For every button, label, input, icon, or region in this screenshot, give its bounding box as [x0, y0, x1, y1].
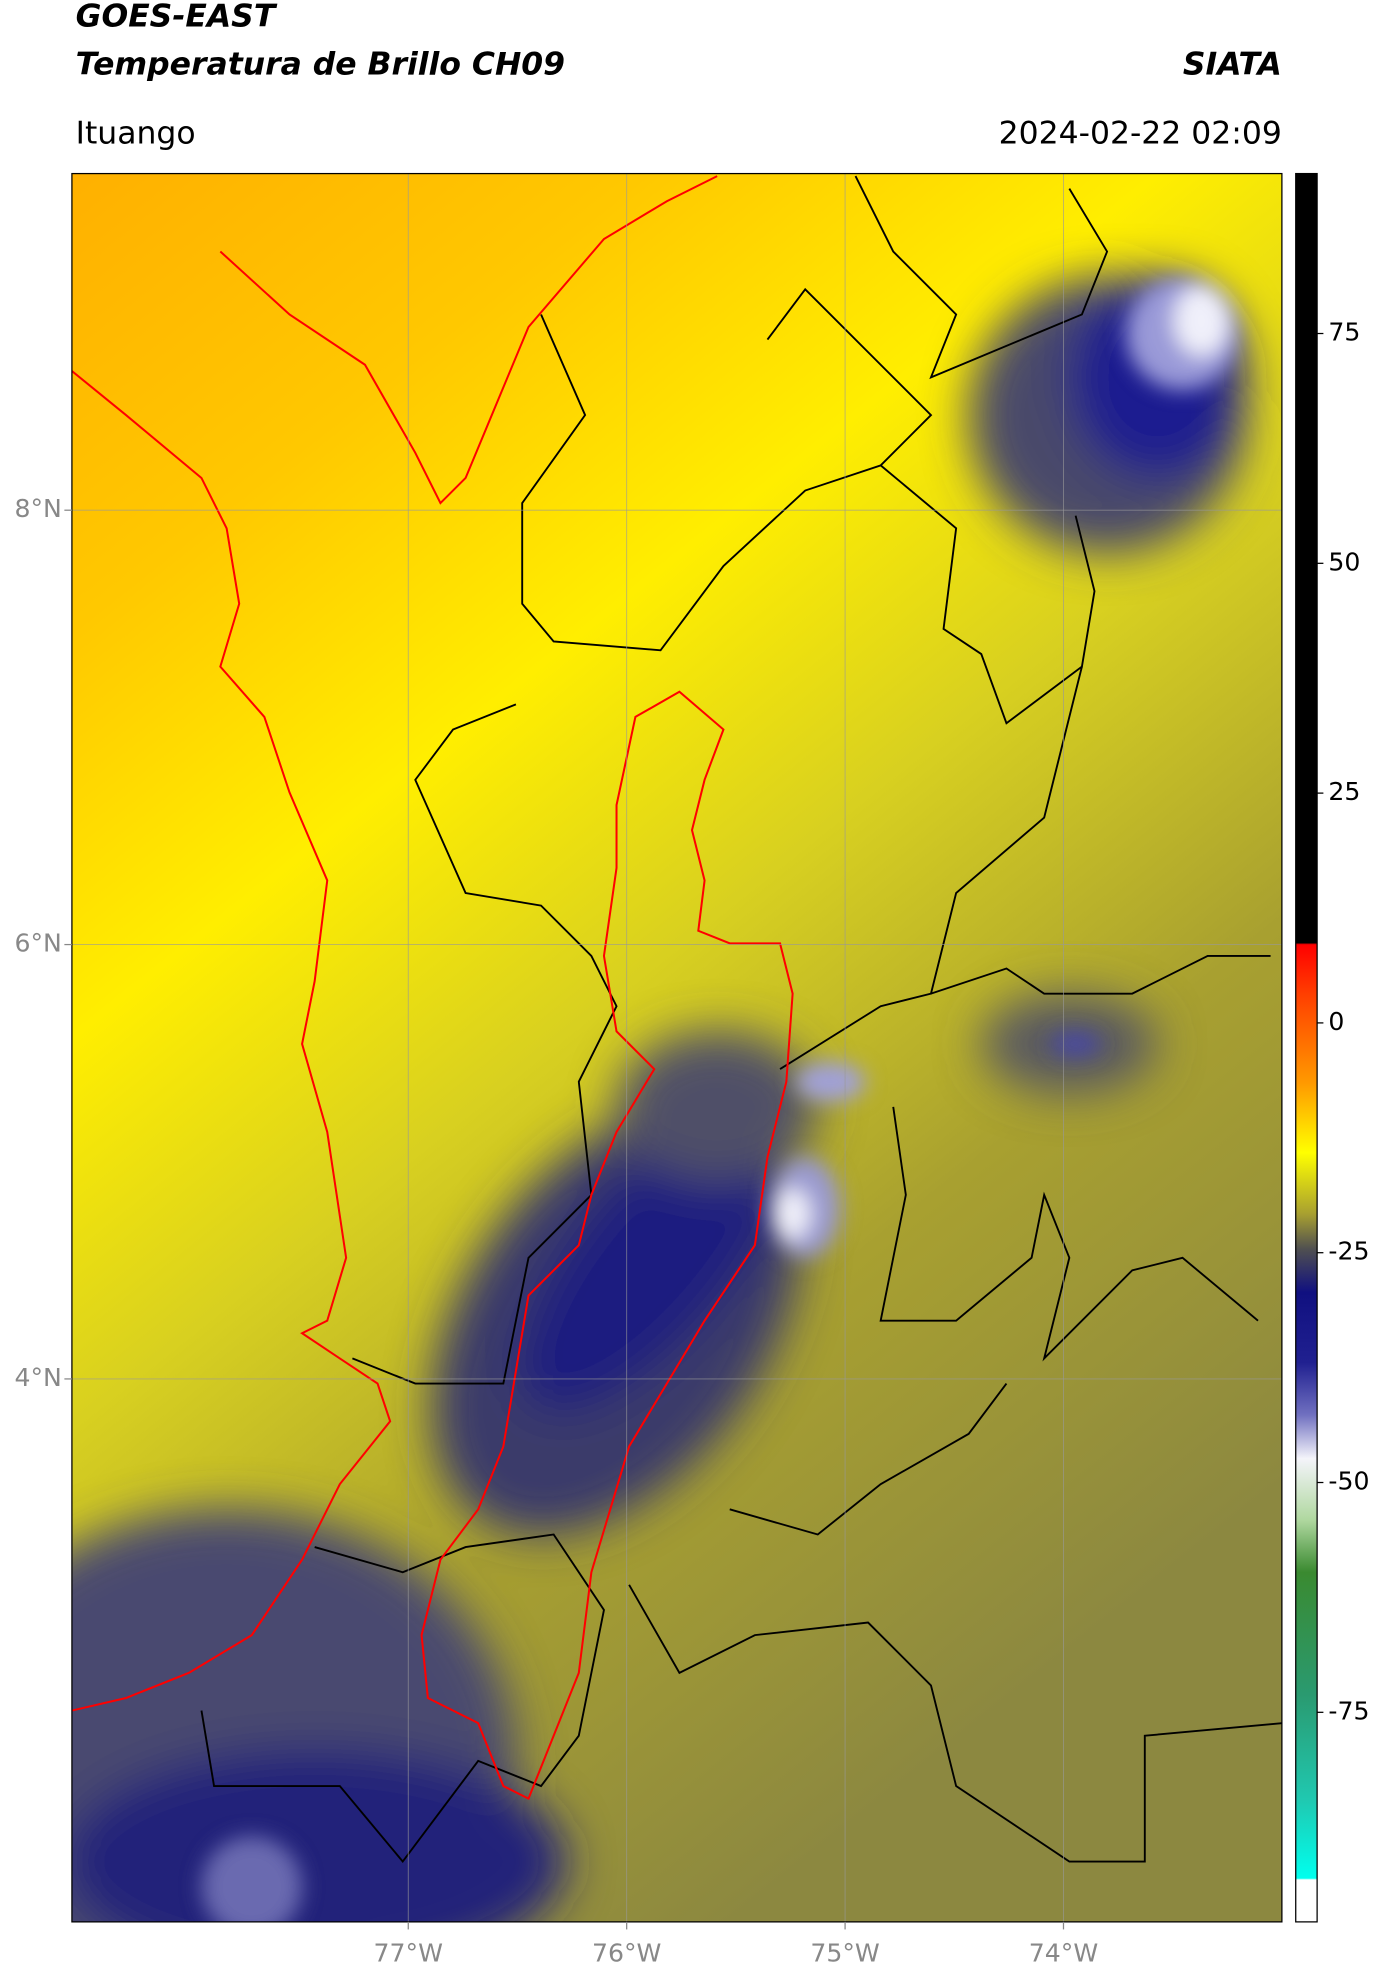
- coastline-and-basin: [71, 175, 794, 1801]
- satellite-image: [71, 173, 1282, 1922]
- y-tick-label: 8°N: [14, 494, 61, 523]
- datetime: 2024-02-22 02:09: [999, 116, 1282, 152]
- colorbar-tick-label: -50: [1328, 1467, 1369, 1496]
- colorbar-tick-label: -75: [1328, 1696, 1369, 1725]
- x-tick-label: 76°W: [592, 1939, 662, 1968]
- y-tick-label: 4°N: [14, 1363, 61, 1392]
- y-tick-label: 6°N: [14, 929, 61, 958]
- colorbar-tick-label: 50: [1328, 547, 1360, 576]
- grid: [71, 173, 1282, 1922]
- colorbar: [1295, 172, 1318, 1923]
- colorbar-tick-label: -25: [1328, 1237, 1369, 1266]
- colorbar-tick-label: 0: [1328, 1007, 1344, 1036]
- colorbar-tick-label: 75: [1328, 318, 1360, 347]
- brand: SIATA: [1183, 46, 1282, 82]
- region: Ituango: [76, 116, 196, 152]
- cold-tops: [201, 276, 1240, 1922]
- colorbar-tick-label: 25: [1328, 777, 1360, 806]
- x-tick-label: 75°W: [810, 1939, 880, 1968]
- map-frame: [71, 172, 1283, 1923]
- subtitle: Temperatura de Brillo CH09: [76, 46, 565, 82]
- x-tick-label: 74°W: [1029, 1939, 1099, 1968]
- boundaries: [200, 175, 1282, 1864]
- x-tick-label: 77°W: [374, 1939, 444, 1968]
- title: GOES-EAST: [76, 0, 278, 35]
